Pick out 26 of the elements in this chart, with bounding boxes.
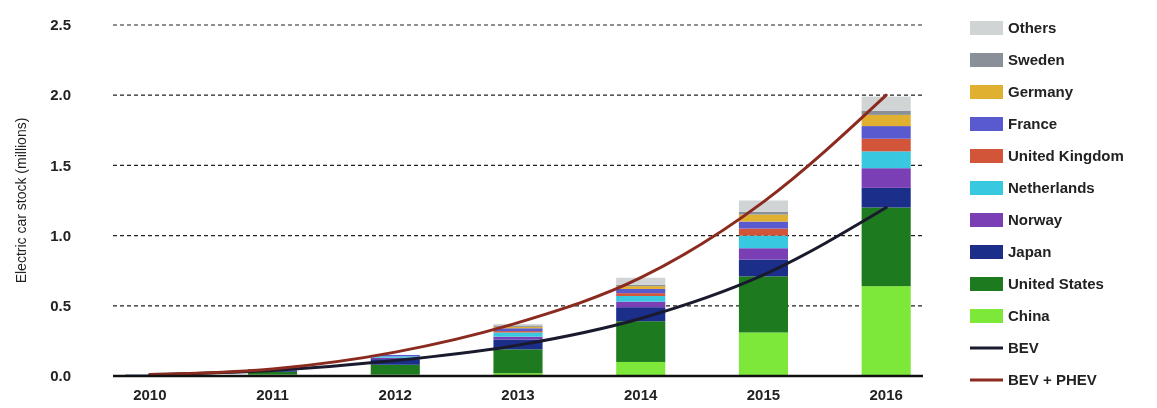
x-tick-label: 2015 [746,386,781,403]
legend-label: United States [1008,275,1104,293]
x-tick-label: 2013 [501,386,535,403]
legend-label: United Kingdom [1008,147,1124,165]
legend-label: BEV + PHEV [1008,371,1097,389]
y-tick-label: 1.0 [50,226,71,244]
legend-label: China [1008,307,1051,325]
legend-label: Germany [1008,83,1074,101]
x-tick-label: 2016 [869,386,903,403]
legend-label: Netherlands [1008,179,1095,197]
x-tick-label: 2011 [256,386,289,403]
y-tick-label: 2.0 [50,86,71,104]
y-axis-title: Electric car stock (millions) [13,117,29,284]
legend-label: Sweden [1008,51,1065,69]
legend-label: Others [1008,19,1057,37]
x-tick-label: 2012 [378,386,412,403]
y-tick-label: 0.0 [50,367,71,385]
legend-label: Japan [1008,243,1052,261]
x-tick-label: 2010 [133,386,167,403]
x-tick-label: 2014 [624,386,659,403]
y-tick-label: 0.5 [50,297,71,315]
legend-label: France [1008,115,1058,133]
y-tick-label: 2.5 [50,16,71,34]
y-tick-label: 1.5 [50,156,71,174]
legend-label: Norway [1008,211,1063,229]
legend-label: BEV [1008,339,1039,357]
